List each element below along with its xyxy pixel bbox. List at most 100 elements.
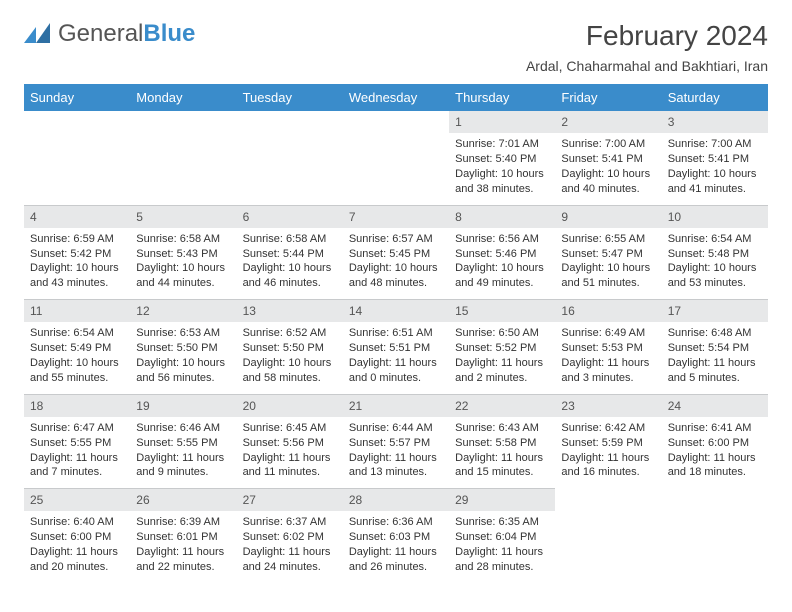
day-day2: and 53 minutes. — [668, 276, 762, 291]
day-day2: and 40 minutes. — [561, 182, 655, 197]
day-body: Sunrise: 6:41 AMSunset: 6:00 PMDaylight:… — [662, 417, 768, 488]
page-title: February 2024 — [526, 20, 768, 52]
day-day2: and 2 minutes. — [455, 371, 549, 386]
calendar-cell: 20Sunrise: 6:45 AMSunset: 5:56 PMDayligh… — [237, 394, 343, 489]
calendar-cell: 11Sunrise: 6:54 AMSunset: 5:49 PMDayligh… — [24, 300, 130, 395]
calendar-week-row: 11Sunrise: 6:54 AMSunset: 5:49 PMDayligh… — [24, 300, 768, 395]
day-body: Sunrise: 7:00 AMSunset: 5:41 PMDaylight:… — [555, 133, 661, 204]
day-day2: and 51 minutes. — [561, 276, 655, 291]
day-day1: Daylight: 11 hours — [136, 451, 230, 466]
day-sunrise: Sunrise: 7:00 AM — [668, 137, 762, 152]
day-day2: and 11 minutes. — [243, 465, 337, 480]
day-day2: and 5 minutes. — [668, 371, 762, 386]
day-header: Wednesday — [343, 84, 449, 111]
day-day2: and 20 minutes. — [30, 560, 124, 575]
day-day2: and 41 minutes. — [668, 182, 762, 197]
day-number: 6 — [237, 206, 343, 228]
day-sunrise: Sunrise: 6:37 AM — [243, 515, 337, 530]
day-number: 27 — [237, 489, 343, 511]
day-sunrise: Sunrise: 6:58 AM — [136, 232, 230, 247]
day-body: Sunrise: 6:52 AMSunset: 5:50 PMDaylight:… — [237, 322, 343, 393]
calendar-cell: 21Sunrise: 6:44 AMSunset: 5:57 PMDayligh… — [343, 394, 449, 489]
day-day1: Daylight: 11 hours — [30, 545, 124, 560]
calendar-cell — [24, 111, 130, 205]
day-body: Sunrise: 6:43 AMSunset: 5:58 PMDaylight:… — [449, 417, 555, 488]
day-body: Sunrise: 6:55 AMSunset: 5:47 PMDaylight:… — [555, 228, 661, 299]
day-body: Sunrise: 6:56 AMSunset: 5:46 PMDaylight:… — [449, 228, 555, 299]
day-day2: and 0 minutes. — [349, 371, 443, 386]
day-number: 9 — [555, 206, 661, 228]
day-sunrise: Sunrise: 6:50 AM — [455, 326, 549, 341]
calendar-cell: 5Sunrise: 6:58 AMSunset: 5:43 PMDaylight… — [130, 205, 236, 300]
day-day2: and 16 minutes. — [561, 465, 655, 480]
day-sunrise: Sunrise: 6:54 AM — [668, 232, 762, 247]
day-sunrise: Sunrise: 6:36 AM — [349, 515, 443, 530]
day-sunrise: Sunrise: 6:58 AM — [243, 232, 337, 247]
day-body: Sunrise: 6:45 AMSunset: 5:56 PMDaylight:… — [237, 417, 343, 488]
day-day2: and 15 minutes. — [455, 465, 549, 480]
calendar-cell: 24Sunrise: 6:41 AMSunset: 6:00 PMDayligh… — [662, 394, 768, 489]
day-day2: and 26 minutes. — [349, 560, 443, 575]
day-sunset: Sunset: 5:50 PM — [243, 341, 337, 356]
day-day1: Daylight: 11 hours — [349, 545, 443, 560]
day-body: Sunrise: 6:54 AMSunset: 5:48 PMDaylight:… — [662, 228, 768, 299]
day-day2: and 49 minutes. — [455, 276, 549, 291]
day-day1: Daylight: 11 hours — [30, 451, 124, 466]
day-day1: Daylight: 10 hours — [668, 167, 762, 182]
calendar-cell: 2Sunrise: 7:00 AMSunset: 5:41 PMDaylight… — [555, 111, 661, 205]
day-day1: Daylight: 11 hours — [668, 451, 762, 466]
calendar-cell: 26Sunrise: 6:39 AMSunset: 6:01 PMDayligh… — [130, 489, 236, 583]
day-sunset: Sunset: 5:45 PM — [349, 247, 443, 262]
day-day2: and 7 minutes. — [30, 465, 124, 480]
day-sunset: Sunset: 6:03 PM — [349, 530, 443, 545]
day-day1: Daylight: 10 hours — [30, 261, 124, 276]
calendar-cell: 4Sunrise: 6:59 AMSunset: 5:42 PMDaylight… — [24, 205, 130, 300]
day-sunset: Sunset: 5:40 PM — [455, 152, 549, 167]
day-body: Sunrise: 7:00 AMSunset: 5:41 PMDaylight:… — [662, 133, 768, 204]
day-sunset: Sunset: 5:48 PM — [668, 247, 762, 262]
day-sunrise: Sunrise: 6:57 AM — [349, 232, 443, 247]
day-day2: and 28 minutes. — [455, 560, 549, 575]
logo: GeneralBlue — [24, 20, 195, 48]
day-header: Friday — [555, 84, 661, 111]
day-day1: Daylight: 10 hours — [136, 356, 230, 371]
day-day1: Daylight: 10 hours — [455, 167, 549, 182]
calendar-week-row: 18Sunrise: 6:47 AMSunset: 5:55 PMDayligh… — [24, 394, 768, 489]
day-day1: Daylight: 11 hours — [136, 545, 230, 560]
day-sunset: Sunset: 5:47 PM — [561, 247, 655, 262]
day-number: 10 — [662, 206, 768, 228]
calendar-cell — [130, 111, 236, 205]
location-label: Ardal, Chaharmahal and Bakhtiari, Iran — [526, 58, 768, 74]
day-body: Sunrise: 6:35 AMSunset: 6:04 PMDaylight:… — [449, 511, 555, 582]
day-day2: and 18 minutes. — [668, 465, 762, 480]
day-day1: Daylight: 11 hours — [455, 545, 549, 560]
day-sunset: Sunset: 5:49 PM — [30, 341, 124, 356]
day-body: Sunrise: 6:50 AMSunset: 5:52 PMDaylight:… — [449, 322, 555, 393]
day-day1: Daylight: 10 hours — [349, 261, 443, 276]
day-number: 29 — [449, 489, 555, 511]
day-number: 22 — [449, 395, 555, 417]
day-body: Sunrise: 7:01 AMSunset: 5:40 PMDaylight:… — [449, 133, 555, 204]
day-body: Sunrise: 6:40 AMSunset: 6:00 PMDaylight:… — [24, 511, 130, 582]
day-number: 16 — [555, 300, 661, 322]
day-sunrise: Sunrise: 6:39 AM — [136, 515, 230, 530]
day-day2: and 48 minutes. — [349, 276, 443, 291]
day-sunset: Sunset: 5:41 PM — [668, 152, 762, 167]
day-number: 17 — [662, 300, 768, 322]
calendar-cell: 1Sunrise: 7:01 AMSunset: 5:40 PMDaylight… — [449, 111, 555, 205]
day-sunset: Sunset: 5:41 PM — [561, 152, 655, 167]
calendar-cell: 29Sunrise: 6:35 AMSunset: 6:04 PMDayligh… — [449, 489, 555, 583]
calendar-cell: 16Sunrise: 6:49 AMSunset: 5:53 PMDayligh… — [555, 300, 661, 395]
calendar-week-row: 4Sunrise: 6:59 AMSunset: 5:42 PMDaylight… — [24, 205, 768, 300]
day-sunset: Sunset: 5:50 PM — [136, 341, 230, 356]
day-day1: Daylight: 10 hours — [668, 261, 762, 276]
calendar-table: Sunday Monday Tuesday Wednesday Thursday… — [24, 84, 768, 583]
day-number: 19 — [130, 395, 236, 417]
calendar-cell: 28Sunrise: 6:36 AMSunset: 6:03 PMDayligh… — [343, 489, 449, 583]
day-header: Sunday — [24, 84, 130, 111]
day-number: 20 — [237, 395, 343, 417]
calendar-cell: 19Sunrise: 6:46 AMSunset: 5:55 PMDayligh… — [130, 394, 236, 489]
day-day1: Daylight: 11 hours — [243, 451, 337, 466]
day-day2: and 38 minutes. — [455, 182, 549, 197]
day-day2: and 44 minutes. — [136, 276, 230, 291]
